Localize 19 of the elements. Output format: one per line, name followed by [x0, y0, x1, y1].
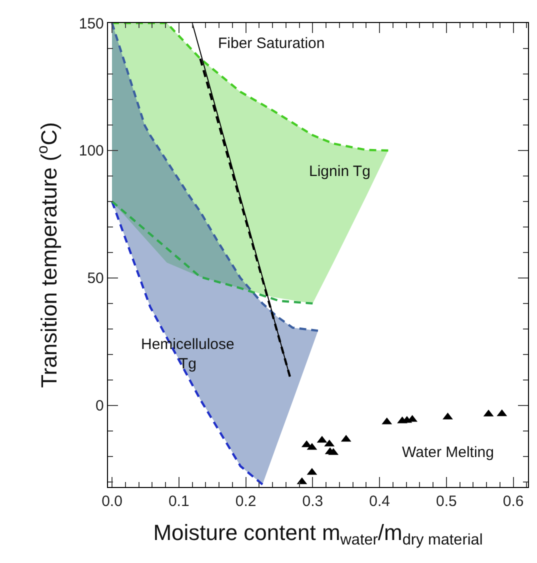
- y-tick-label: 100: [78, 142, 104, 160]
- annotation: Water Melting: [402, 444, 494, 461]
- x-axis-title: Moisture content m$_{water}$/m$_{dry material}$: [153, 520, 483, 549]
- x-tick-label: 0.3: [302, 493, 324, 510]
- y-tick-label: 50: [87, 270, 104, 288]
- y-tick-label: 0: [96, 398, 104, 415]
- y-tick-label: 150: [78, 15, 104, 32]
- x-tick-label: 0.1: [168, 493, 190, 510]
- annotation: Lignin Tg: [309, 163, 370, 180]
- x-tick-label: 0.6: [502, 493, 524, 510]
- x-tick-label: 0.2: [235, 493, 256, 510]
- x-tick-label: 0.5: [436, 493, 457, 510]
- line-series: [110, 23, 390, 152]
- x-tick-label: 0.0: [102, 493, 122, 510]
- annotation: Fiber Saturation: [218, 35, 325, 52]
- line-series: [110, 200, 314, 305]
- line-series: [110, 200, 264, 486]
- x-tick-label: 0.4: [369, 493, 390, 510]
- annotation: Hemicellulose Tg: [141, 336, 234, 372]
